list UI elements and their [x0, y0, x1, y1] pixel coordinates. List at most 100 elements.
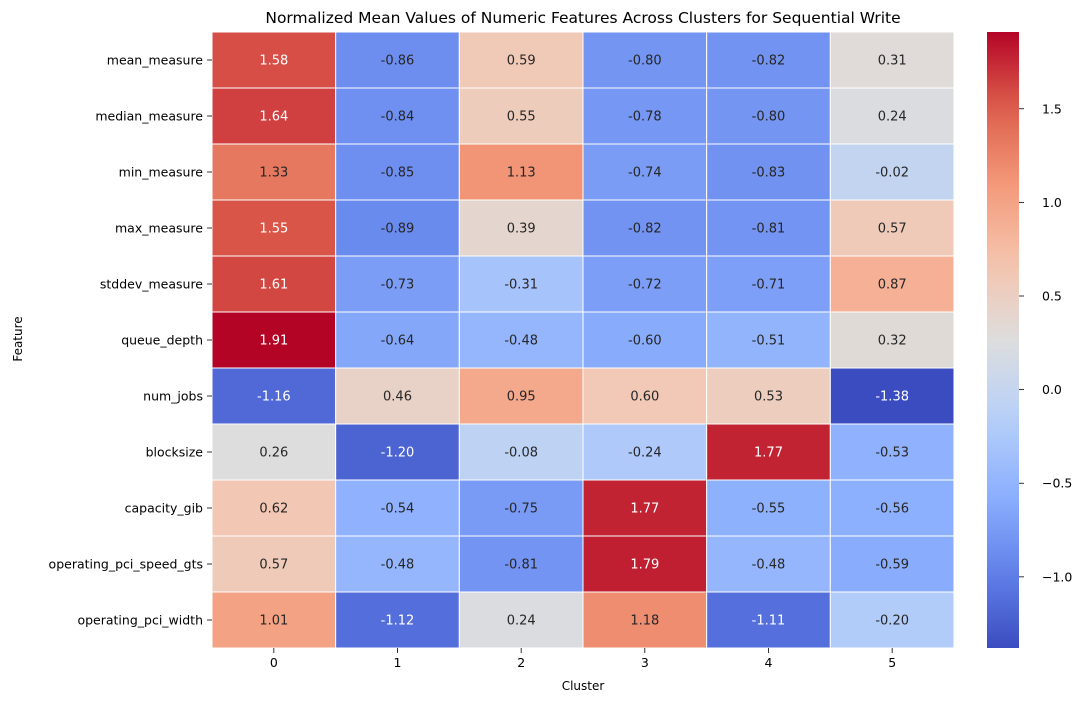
cell-value-label: 1.55: [259, 222, 288, 237]
cell-value-label: -1.38: [875, 390, 909, 405]
heatmap-cell: [335, 143, 460, 201]
heatmap-cell: [829, 479, 955, 537]
y-tick-label: blocksize: [146, 445, 204, 460]
cell-value-label: 0.62: [259, 502, 288, 517]
heatmap-cell: [211, 311, 337, 369]
cell-value-label: -0.53: [875, 446, 909, 461]
cell-value-label: 0.46: [383, 390, 412, 405]
y-axis-label: Feature: [11, 316, 25, 361]
heatmap-cell: [211, 423, 337, 481]
colorbar: −1.0 −0.5 0.0 0.5 1.0 1.5: [987, 32, 1072, 648]
heatmap-cell: [211, 479, 337, 537]
colorbar-gradient: [987, 32, 1019, 648]
cell-value-label: -0.75: [504, 502, 538, 517]
cell-value-label: -0.82: [752, 54, 786, 69]
heatmap-cell: [706, 479, 831, 537]
colorbar-tick-label: 0.0: [1042, 382, 1062, 397]
cell-value-label: -0.83: [752, 166, 786, 181]
colorbar-ticks: −1.0 −0.5 0.0 0.5 1.0 1.5: [1019, 101, 1072, 584]
cell-value-label: -1.11: [752, 614, 786, 629]
colorbar-tick-label: 0.5: [1042, 289, 1062, 304]
x-tick-label: 1: [394, 655, 402, 670]
cell-value-label: -0.20: [875, 614, 909, 629]
y-tick-label: mean_measure: [107, 53, 204, 68]
colorbar-tick-label: −1.0: [1042, 569, 1072, 584]
cell-value-label: 1.61: [259, 278, 288, 293]
cell-value-label: -0.31: [504, 278, 538, 293]
heatmap-cell: [706, 31, 831, 89]
cell-value-label: 1.13: [507, 166, 536, 181]
heatmap-cell: [335, 367, 460, 425]
cell-value-label: -0.80: [628, 54, 662, 69]
cell-value-label: 1.79: [630, 558, 659, 573]
x-axis-ticks: 0 1 2 3 4 5: [270, 648, 896, 670]
heatmap-cell: [829, 87, 955, 145]
cell-value-label: 0.57: [259, 558, 288, 573]
x-tick-label: 4: [765, 655, 773, 670]
chart-title: Normalized Mean Values of Numeric Featur…: [265, 9, 900, 27]
cell-value-label: 0.60: [630, 390, 659, 405]
cell-value-label: -0.56: [875, 502, 909, 517]
heatmap-cell: [829, 311, 955, 369]
cell-value-label: -0.89: [381, 222, 415, 237]
heatmap-cell: [211, 591, 337, 649]
heatmap-cell: [335, 199, 460, 257]
heatmap-cell: [211, 367, 337, 425]
heatmap-cells: 1.58 -0.86 0.59 -0.80 -0.82 0.31 1.64 -0.84 0.55…: [211, 31, 955, 649]
heatmap-cell: [458, 479, 584, 537]
heatmap-cell: [706, 423, 831, 481]
cell-value-label: 0.59: [507, 54, 536, 69]
heatmap-cell: [582, 87, 708, 145]
cell-value-label: -0.73: [381, 278, 415, 293]
heatmap-cell: [582, 143, 708, 201]
heatmap-cell: [211, 535, 337, 593]
cell-value-label: -0.81: [504, 558, 538, 573]
cell-value-label: -0.55: [752, 502, 786, 517]
heatmap-cell: [706, 535, 831, 593]
x-tick-label: 0: [270, 655, 278, 670]
heatmap-cell: [458, 423, 584, 481]
cell-value-label: -0.81: [752, 222, 786, 237]
cell-value-label: 0.24: [507, 614, 536, 629]
heatmap-cell: [211, 143, 337, 201]
cell-value-label: 1.58: [259, 54, 288, 69]
y-tick-label: capacity_gib: [125, 501, 203, 516]
heatmap-cell: [458, 367, 584, 425]
cell-value-label: -0.71: [752, 278, 786, 293]
cell-value-label: 0.87: [878, 278, 907, 293]
cell-value-label: -0.78: [628, 110, 662, 125]
heatmap-cell: [829, 367, 955, 425]
y-tick-label: queue_depth: [121, 333, 203, 348]
cell-value-label: 1.91: [259, 334, 288, 349]
cell-value-label: 0.95: [507, 390, 536, 405]
heatmap-cell: [458, 199, 584, 257]
heatmap-cell: [706, 143, 831, 201]
cell-value-label: -0.72: [628, 278, 662, 293]
cell-value-label: -0.48: [752, 558, 786, 573]
heatmap-cell: [829, 199, 955, 257]
cell-value-label: -0.60: [628, 334, 662, 349]
cell-value-label: 0.26: [259, 446, 288, 461]
cell-value-label: -0.86: [381, 54, 415, 69]
cell-value-label: 1.33: [259, 166, 288, 181]
cell-value-label: 0.53: [754, 390, 783, 405]
cell-value-label: -0.02: [875, 166, 909, 181]
cell-value-label: -1.20: [381, 446, 415, 461]
heatmap-cell: [582, 367, 708, 425]
y-tick-label: max_measure: [115, 221, 203, 236]
y-tick-label: operating_pci_width: [77, 613, 203, 628]
cell-value-label: 1.77: [754, 446, 783, 461]
heatmap-cell: [211, 31, 337, 89]
x-tick-label: 2: [517, 655, 525, 670]
cell-value-label: 1.18: [630, 614, 659, 629]
cell-value-label: -0.51: [752, 334, 786, 349]
heatmap-cell: [829, 143, 955, 201]
cell-value-label: -0.59: [875, 558, 909, 573]
cell-value-label: -0.08: [504, 446, 538, 461]
cell-value-label: 0.24: [878, 110, 907, 125]
cell-value-label: -0.74: [628, 166, 662, 181]
heatmap-cell: [582, 31, 708, 89]
heatmap-cell: [335, 87, 460, 145]
heatmap-cell: [582, 423, 708, 481]
